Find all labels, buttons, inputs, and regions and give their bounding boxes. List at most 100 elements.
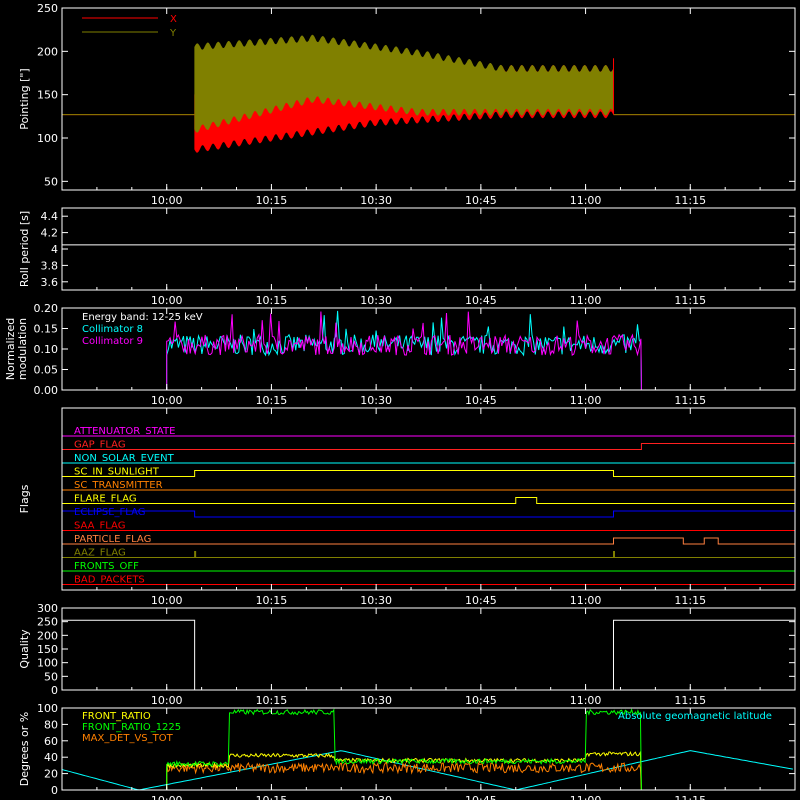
y-axis-label: Degrees or %: [18, 712, 31, 786]
y-tick-label: 4.2: [41, 227, 59, 240]
flag-line-eclipse-flag: [61, 510, 796, 518]
x-tick-label: 11:00: [570, 294, 602, 307]
legend-label-x: X: [170, 14, 177, 25]
x-tick-label: 11:00: [570, 194, 602, 207]
y-axis-label: Quality: [18, 629, 31, 669]
y-tick-label: 50: [44, 175, 58, 188]
y-tick-label: 250: [37, 616, 58, 629]
flag-label-saa-flag: SAA_FLAG: [74, 521, 125, 532]
y-tick-label: 50: [44, 670, 58, 683]
x-tick-label: 10:45: [465, 794, 497, 800]
x-tick-label: 11:15: [674, 194, 706, 207]
y-axis-label: modulation: [16, 318, 29, 380]
panel-pointing: 10:00 10:15 10:30 10:45 11:00 11:15 50 100 150 20…: [18, 2, 796, 207]
x-tick-label: 11:00: [570, 794, 602, 800]
panel-roll-period: 10:00 10:15 10:30 10:45 11:00 11:15 3.6 3.8 4 4.2…: [18, 207, 796, 307]
y-tick-label: 300: [37, 602, 58, 615]
series-line-front-ratio-1225: [166, 708, 642, 791]
x-tick-label: 11:15: [674, 394, 706, 407]
x-tick-label: 11:15: [674, 294, 706, 307]
flag-line-sc-in-sunlight: [62, 470, 795, 477]
x-tick-label: 10:00: [151, 194, 183, 207]
plot-frame: [61, 207, 796, 291]
y-axis-label: Flags: [18, 484, 31, 513]
x-tick-label: 10:00: [151, 794, 183, 800]
y-tick-label: 250: [37, 2, 58, 15]
x-tick-label: 10:15: [256, 394, 288, 407]
x-tick-label: 11:15: [674, 794, 706, 800]
x-tick-label: 10:15: [256, 794, 288, 800]
flag-label-flare-flag: FLARE_FLAG: [74, 494, 137, 505]
y-axis-label: Roll period [s]: [18, 211, 31, 287]
y-tick-label: 150: [37, 643, 58, 656]
x-tick-label: 11:00: [570, 594, 602, 607]
panel-flags: ATTENUATOR_STATE GAP_FLAG NON_SOLAR_EVENT S…: [18, 407, 796, 607]
flag-label-gap-flag: GAP_FLAG: [74, 440, 126, 451]
legend-label: Collimator 8: [82, 324, 143, 335]
x-tick-label: 10:00: [151, 294, 183, 307]
legend-label: Collimator 9: [82, 336, 143, 347]
y-tick-label: 0.00: [34, 384, 59, 397]
x-tick-label: 10:45: [465, 594, 497, 607]
x-tick-label: 10:30: [360, 694, 392, 707]
y-tick-label: 60: [44, 735, 58, 748]
x-tick-label: 10:00: [151, 394, 183, 407]
y-axis-label: Pointing ["]: [18, 68, 31, 129]
x-tick-label: 10:45: [465, 694, 497, 707]
flag-line-aaz-flag: [62, 551, 795, 558]
plot-frame: [61, 707, 796, 791]
flag-label-bad-packets: BAD_PACKETS: [74, 575, 145, 586]
quality-line: [62, 619, 795, 691]
y-tick-label: 100: [37, 702, 58, 715]
y-tick-label: 20: [44, 768, 58, 781]
flag-label-eclipse-flag: ECLIPSE_FLAG: [74, 507, 145, 518]
y-tick-label: 0.15: [34, 323, 59, 336]
x-tick-label: 10:30: [360, 794, 392, 800]
series-line-max-det-vs-tot: [166, 761, 642, 791]
flag-line-flare-flag: [62, 497, 795, 504]
y-tick-label: 4.4: [41, 210, 59, 223]
y-tick-label: 0.20: [34, 302, 59, 315]
y-tick-label: 0.10: [34, 343, 59, 356]
y-tick-label: 0: [51, 684, 58, 697]
x-tick-label: 10:15: [256, 594, 288, 607]
flag-label-sc-transmitter: SC_TRANSMITTER: [74, 480, 163, 491]
x-tick-label: 10:30: [360, 194, 392, 207]
panel-ratios: 10:00 10:15 10:30 10:45 11:00 11:15 0 20 40 60 80 1…: [18, 702, 796, 800]
legend-label: FRONT_RATIO: [82, 711, 151, 722]
x-tick-label: 11:15: [674, 594, 706, 607]
x-tick-label: 10:45: [465, 194, 497, 207]
plot-frame: [61, 7, 796, 191]
plot-frame: [61, 407, 796, 591]
y-tick-label: 80: [44, 718, 58, 731]
x-tick-label: 11:15: [674, 694, 706, 707]
x-tick-label: 10:45: [465, 294, 497, 307]
x-tick-label: 10:15: [256, 694, 288, 707]
x-tick-label: 10:15: [256, 294, 288, 307]
legend-label: FRONT_RATIO_1225: [82, 722, 181, 733]
y-tick-label: 4: [51, 243, 58, 256]
x-tick-label: 10:45: [465, 394, 497, 407]
y-tick-label: 40: [44, 751, 58, 764]
series-line-collimator-9: [62, 311, 795, 391]
x-tick-label: 10:15: [256, 194, 288, 207]
x-tick-label: 11:00: [570, 694, 602, 707]
flag-label-particle-flag: PARTICLE_FLAG: [74, 534, 151, 545]
x-tick-label: 11:00: [570, 394, 602, 407]
x-tick-label: 10:00: [151, 694, 183, 707]
x-tick-label: 10:30: [360, 594, 392, 607]
energy-band-annotation: Energy band: 12-25 keV: [82, 312, 203, 323]
legend-label: MAX_DET_VS_TOT: [82, 733, 174, 744]
x-tick-label: 10:30: [360, 294, 392, 307]
flag-label-attenuator-state: ATTENUATOR_STATE: [74, 426, 175, 437]
series-line-collimator-8: [62, 310, 795, 391]
y-tick-label: 3.8: [41, 259, 59, 272]
flag-line-gap-flag: [62, 443, 796, 450]
flag-label-sc-in-sunlight: SC_IN_SUNLIGHT: [74, 467, 160, 478]
y-tick-label: 200: [37, 45, 58, 58]
y-tick-label: 100: [37, 657, 58, 670]
y-tick-label: 100: [37, 132, 58, 145]
flag-line-particle-flag: [62, 537, 795, 545]
y-tick-label: 200: [37, 629, 58, 642]
